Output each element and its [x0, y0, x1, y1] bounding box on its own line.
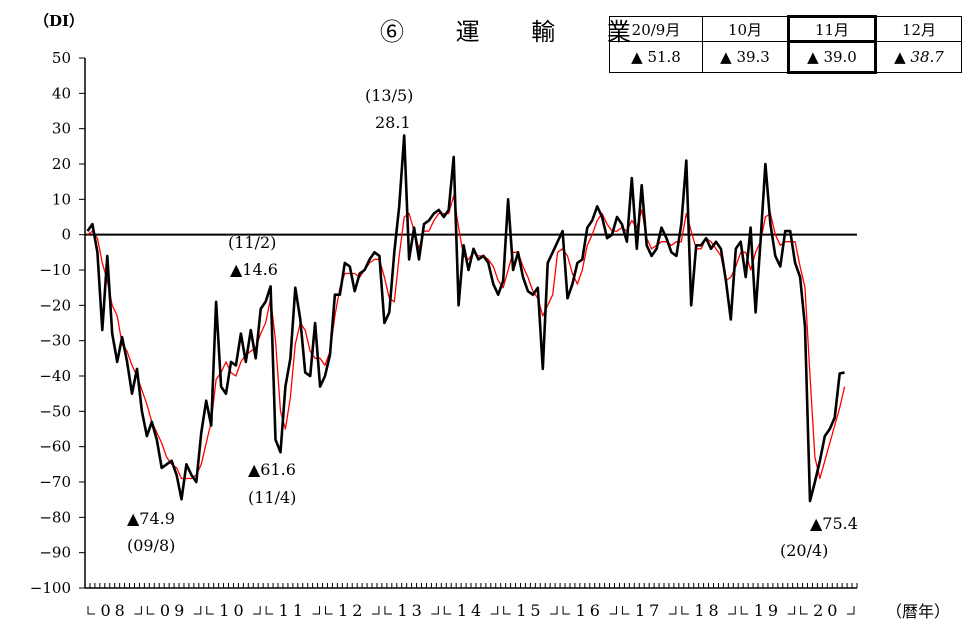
y-tick-label: −100 — [30, 579, 71, 597]
y-tick-label: −80 — [39, 508, 71, 526]
year-bracket-left — [740, 606, 749, 615]
y-tick-label: −60 — [39, 438, 71, 456]
year-bracket-right — [550, 606, 558, 615]
year-bracket-left — [503, 606, 511, 615]
x-tick-label: 17 — [635, 601, 663, 620]
x-tick-label: 13 — [397, 601, 425, 620]
y-tick-label: 10 — [52, 190, 71, 208]
year-bracket-right — [134, 606, 142, 615]
year-bracket-left — [325, 606, 333, 615]
annotation-date: (20/4) — [780, 541, 829, 560]
summary-value-cell: ▲ 51.8 — [609, 41, 703, 73]
year-bracket-left — [87, 606, 95, 615]
annotation-value: ▲14.6 — [230, 260, 278, 279]
summary-value-cell: ▲ 39.3 — [702, 41, 789, 73]
annotation-date: (09/8) — [127, 536, 176, 555]
year-bracket-right — [668, 606, 677, 615]
summary-header-cell: 20/9月 — [609, 16, 703, 42]
year-bracket-left — [681, 606, 689, 615]
annotation-value: ▲74.9 — [127, 509, 175, 528]
chart-title: ⑥ 運 輸 業 — [380, 18, 653, 46]
annotation-date: (13/5) — [365, 86, 414, 105]
y-tick-label: −10 — [39, 261, 71, 279]
y-tick-label: −50 — [39, 402, 71, 420]
year-bracket-left — [384, 606, 392, 615]
x-tick-label: 18 — [694, 601, 722, 620]
year-bracket-right — [490, 606, 499, 615]
y-tick-label: 20 — [52, 155, 71, 173]
annotation-date: (11/4) — [248, 488, 297, 507]
year-bracket-right — [431, 606, 439, 615]
year-bracket-right — [371, 606, 380, 615]
year-bracket-left — [265, 606, 274, 615]
summary-header-cell: 10月 — [702, 16, 789, 42]
year-bracket-left — [443, 606, 452, 615]
year-bracket-right — [193, 606, 202, 615]
year-bracket-right — [787, 606, 796, 615]
annotation-value: 28.1 — [375, 113, 411, 132]
year-bracket-right — [312, 606, 321, 615]
summary-value-cell: ▲ 39.0 — [787, 40, 877, 74]
y-tick-label: 0 — [61, 226, 71, 244]
year-bracket-left — [621, 606, 630, 615]
summary-value-italic: ▲ 38.7 — [894, 48, 944, 66]
x-axis-unit-label: （暦年） — [886, 602, 951, 621]
y-tick-label: −20 — [39, 296, 71, 314]
summary-table-value-row: ▲ 51.8 ▲ 39.3 ▲ 39.0 ▲ 38.7 — [609, 40, 962, 74]
y-tick-label: 40 — [52, 84, 71, 102]
year-bracket-right — [847, 606, 855, 615]
y-tick-label: 50 — [52, 49, 71, 67]
y-tick-label: −70 — [39, 473, 71, 491]
year-bracket-right — [609, 606, 617, 615]
year-bracket-left — [562, 606, 571, 615]
x-tick-label: 10 — [219, 601, 247, 620]
y-tick-label: −40 — [39, 367, 71, 385]
year-bracket-right — [728, 606, 736, 615]
x-tick-label: 12 — [338, 601, 366, 620]
summary-header-cell: 12月 — [875, 16, 962, 42]
year-bracket-left — [206, 606, 214, 615]
x-tick-label: 20 — [813, 601, 841, 620]
annotation-date: (11/2) — [228, 233, 277, 252]
summary-header-cell: 11月 — [787, 15, 877, 43]
year-bracket-right — [253, 606, 261, 615]
x-tick-label: 15 — [516, 601, 544, 620]
y-axis-unit-label: （DI） — [34, 12, 85, 30]
x-tick-label: 09 — [160, 601, 188, 620]
annotation-value: ▲75.4 — [810, 514, 858, 533]
x-tick-label: 16 — [576, 601, 604, 620]
x-tick-label: 11 — [279, 601, 307, 620]
year-bracket-left — [146, 606, 155, 615]
year-bracket-left — [800, 606, 808, 615]
summary-table-header-row: 20/9月 10月 11月 12月 — [609, 15, 962, 43]
x-tick-label: 19 — [754, 601, 782, 620]
y-tick-label: −30 — [39, 332, 71, 350]
y-tick-label: −90 — [39, 544, 71, 562]
y-tick-label: 30 — [52, 120, 71, 138]
annotation-value: ▲61.6 — [248, 460, 296, 479]
summary-table: 20/9月 10月 11月 12月 ▲ 51.8 ▲ 39.3 ▲ 39.0 ▲… — [609, 15, 962, 74]
x-tick-label: 08 — [101, 601, 129, 620]
x-tick-label: 14 — [457, 601, 485, 620]
series-line-black — [86, 134, 845, 503]
summary-value-cell: ▲ 38.7 — [875, 41, 962, 73]
